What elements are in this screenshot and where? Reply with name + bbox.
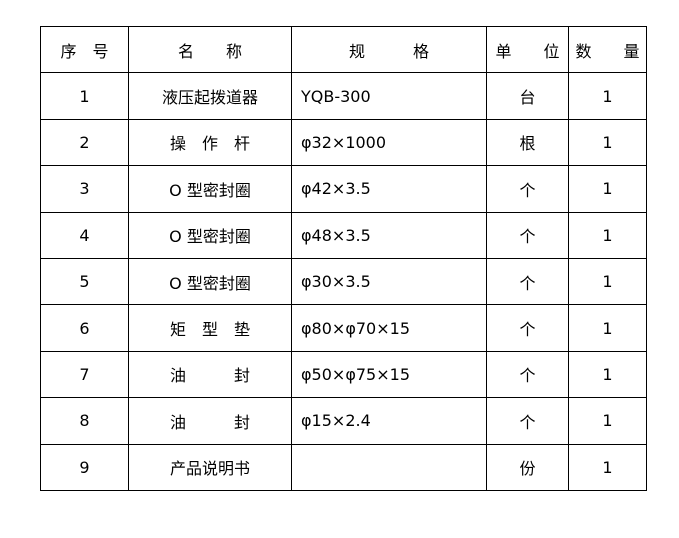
cell-seq: 7 — [40, 350, 129, 399]
cell-qty: 1 — [568, 257, 647, 306]
parts-table: 序 号 名 称 规 格 单 位 数 量 1 液压起拨道器 YQB-300 台 1… — [40, 25, 647, 491]
cell-name: 液压起拨道器 — [128, 72, 292, 120]
cell-qty: 1 — [568, 72, 647, 120]
table-row: 2 操 作 杆 φ32×1000 根 1 — [40, 118, 647, 167]
column-header-seq: 序 号 — [40, 25, 129, 74]
cell-name: O 型密封圈 — [128, 257, 292, 306]
cell-seq: 3 — [40, 165, 129, 213]
cell-spec: φ42×3.5 — [291, 165, 487, 213]
cell-name: 产品说明书 — [128, 443, 292, 491]
table-row: 7 油 封 φ50×φ75×15 个 1 — [40, 350, 647, 399]
cell-qty: 1 — [568, 211, 647, 259]
cell-name: 油 封 — [128, 350, 292, 399]
table-row: 8 油 封 φ15×2.4 个 1 — [40, 397, 647, 445]
cell-spec: φ32×1000 — [291, 118, 487, 167]
table-row: 4 O 型密封圈 φ48×3.5 个 1 — [40, 211, 647, 259]
cell-seq: 5 — [40, 257, 129, 306]
cell-spec — [291, 443, 487, 491]
cell-name: O 型密封圈 — [128, 211, 292, 259]
table-row: 6 矩 型 垫 φ80×φ70×15 个 1 — [40, 304, 647, 352]
cell-spec: φ80×φ70×15 — [291, 304, 487, 352]
column-header-spec: 规 格 — [291, 25, 487, 74]
cell-qty: 1 — [568, 304, 647, 352]
column-header-name: 名 称 — [128, 25, 292, 74]
cell-name: 矩 型 垫 — [128, 304, 292, 352]
cell-qty: 1 — [568, 118, 647, 167]
cell-qty: 1 — [568, 443, 647, 491]
cell-name: 油 封 — [128, 397, 292, 445]
cell-name: 操 作 杆 — [128, 118, 292, 167]
cell-unit: 个 — [486, 397, 569, 445]
cell-spec: YQB-300 — [291, 72, 487, 120]
header-row: 序 号 名 称 规 格 单 位 数 量 — [40, 25, 647, 74]
cell-seq: 8 — [40, 397, 129, 445]
cell-qty: 1 — [568, 165, 647, 213]
cell-seq: 9 — [40, 443, 129, 491]
cell-spec: φ15×2.4 — [291, 397, 487, 445]
table-row: 1 液压起拨道器 YQB-300 台 1 — [40, 72, 647, 120]
cell-spec: φ50×φ75×15 — [291, 350, 487, 399]
cell-unit: 个 — [486, 304, 569, 352]
cell-seq: 2 — [40, 118, 129, 167]
cell-qty: 1 — [568, 397, 647, 445]
cell-unit: 个 — [486, 211, 569, 259]
column-header-unit: 单 位 — [486, 25, 569, 74]
cell-seq: 1 — [40, 72, 129, 120]
cell-name: O 型密封圈 — [128, 165, 292, 213]
cell-seq: 6 — [40, 304, 129, 352]
column-header-qty: 数 量 — [568, 25, 647, 74]
table-row: 3 O 型密封圈 φ42×3.5 个 1 — [40, 165, 647, 213]
cell-spec: φ30×3.5 — [291, 257, 487, 306]
cell-seq: 4 — [40, 211, 129, 259]
table-row: 9 产品说明书 份 1 — [40, 443, 647, 491]
cell-unit: 个 — [486, 165, 569, 213]
cell-unit: 个 — [486, 257, 569, 306]
cell-unit: 个 — [486, 350, 569, 399]
cell-spec: φ48×3.5 — [291, 211, 487, 259]
cell-unit: 台 — [486, 72, 569, 120]
table-row: 5 O 型密封圈 φ30×3.5 个 1 — [40, 257, 647, 306]
cell-unit: 份 — [486, 443, 569, 491]
cell-unit: 根 — [486, 118, 569, 167]
cell-qty: 1 — [568, 350, 647, 399]
